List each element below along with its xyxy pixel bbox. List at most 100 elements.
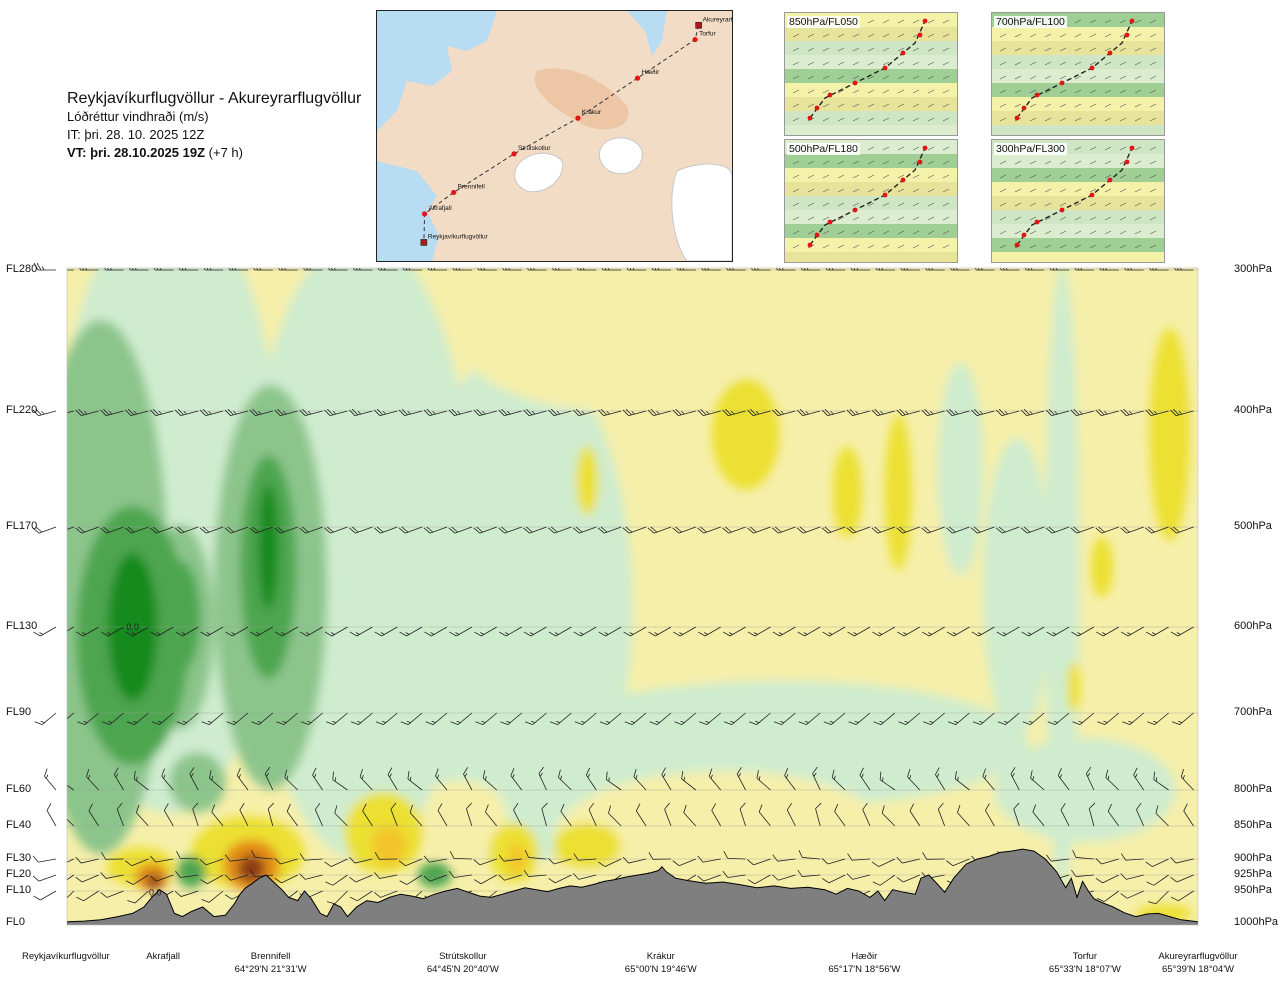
barb-3-21 xyxy=(573,626,597,637)
mini-waypoint xyxy=(1059,207,1065,213)
mini-barb xyxy=(942,75,950,80)
mini-cell xyxy=(1067,224,1082,238)
barb-3-11 xyxy=(324,626,348,637)
mini-cell xyxy=(1157,182,1164,196)
mini-barb xyxy=(1074,160,1082,165)
barb-4-29 xyxy=(773,712,796,725)
barb-4-22 xyxy=(599,712,622,725)
mini-barb xyxy=(852,188,860,193)
mini-waypoint xyxy=(1129,18,1135,24)
barb-4-21 xyxy=(574,712,597,725)
mini-cell xyxy=(875,13,890,27)
mini-cell xyxy=(890,154,905,168)
barb-8-1 xyxy=(75,874,99,883)
barb-6-23 xyxy=(635,803,647,827)
barb-1-7 xyxy=(224,408,249,417)
mini-barb xyxy=(927,33,935,38)
w-blob-19 xyxy=(1066,661,1081,713)
mini-barb xyxy=(999,188,1007,193)
mini-barb xyxy=(852,160,860,165)
mini-cell xyxy=(1097,224,1112,238)
mini-barb xyxy=(897,188,905,193)
barb-4-14 xyxy=(400,712,423,725)
barb-2-28 xyxy=(747,526,771,534)
mini-route xyxy=(1016,20,1133,119)
mini-cell xyxy=(875,238,890,252)
mini-barb xyxy=(867,47,875,52)
mini-barb xyxy=(999,174,1007,179)
mini-barb xyxy=(1014,202,1022,207)
mini-barb xyxy=(1149,117,1157,122)
mini-cell xyxy=(1127,97,1142,111)
mini-cell xyxy=(1007,27,1022,41)
mini-cell xyxy=(1007,154,1022,168)
barb-1-24 xyxy=(647,408,672,417)
mini-cell xyxy=(800,238,815,252)
mini-cell xyxy=(800,125,815,135)
mini-barb xyxy=(807,202,815,207)
mini-barb xyxy=(1149,216,1157,221)
barb-7-43 xyxy=(1120,853,1144,861)
mini-barb xyxy=(942,33,950,38)
barb-2-19 xyxy=(523,526,547,534)
barb-3-26 xyxy=(697,626,721,637)
barb-4-11 xyxy=(326,712,348,725)
barb-2-7 xyxy=(224,526,249,534)
mini-cell xyxy=(1157,41,1164,55)
barb-1-29 xyxy=(772,408,796,417)
barb-1-0 xyxy=(67,410,74,417)
barb-4-31 xyxy=(823,712,846,725)
mini-barb xyxy=(1149,47,1157,52)
mini-barb xyxy=(867,146,875,151)
mini-barb xyxy=(1089,33,1097,38)
barb-3-28 xyxy=(747,626,771,637)
barb-8-32 xyxy=(846,873,871,880)
mini-waypoint xyxy=(1014,242,1020,248)
mini-barb xyxy=(1149,188,1157,193)
barb-5-18 xyxy=(510,768,523,791)
barb-7-1 xyxy=(75,856,99,864)
mini-waypoint xyxy=(917,32,923,38)
map-waypoint-label-5: Brennifell xyxy=(458,183,486,190)
fl-label-fl10: FL10 xyxy=(6,884,32,896)
w-blob-25 xyxy=(146,873,163,890)
mini-cell xyxy=(1037,238,1052,252)
mini-waypoint xyxy=(1014,115,1020,121)
mini-cell xyxy=(800,154,815,168)
mini-waypoint xyxy=(1021,105,1027,111)
mini-barb xyxy=(1059,244,1067,249)
mini-cell xyxy=(1007,69,1022,83)
barb-2-24 xyxy=(647,526,672,534)
mini-barb xyxy=(807,47,815,52)
mini-barb xyxy=(912,174,920,179)
barb-1-17 xyxy=(473,408,497,417)
mini-barb xyxy=(1104,19,1112,24)
mini-cell xyxy=(935,125,950,135)
barb-8-16 xyxy=(448,870,472,878)
mini-cell xyxy=(1022,125,1037,135)
mini-cell xyxy=(950,210,957,224)
barb-8-19 xyxy=(523,869,547,877)
mini-waypoint xyxy=(807,115,813,121)
barb-7-41 xyxy=(1072,849,1094,860)
barb-5-21 xyxy=(585,767,597,791)
mini-barb xyxy=(942,146,950,151)
mini-cell xyxy=(1082,182,1097,196)
barb-5-20 xyxy=(558,769,572,791)
mini-cell xyxy=(800,69,815,83)
mini-cell xyxy=(905,97,920,111)
mini-cell xyxy=(1142,238,1157,252)
barb-1-8 xyxy=(249,408,273,417)
barb-4-24 xyxy=(649,712,672,725)
barb-8-0 xyxy=(67,874,75,886)
mini-barb xyxy=(1149,202,1157,207)
mini-barb xyxy=(852,202,860,207)
mini-cell xyxy=(1157,168,1164,182)
w-blob-20 xyxy=(937,362,984,576)
mini-cell xyxy=(1157,140,1164,154)
mini-barb xyxy=(1104,75,1112,80)
map-airport-0 xyxy=(695,21,702,29)
route-map-svg: Akureyrarflugvöllur Torfur Hæðir Krákur Strú… xyxy=(377,11,732,261)
map-route-line xyxy=(423,25,700,243)
mini-barb xyxy=(999,202,1007,207)
